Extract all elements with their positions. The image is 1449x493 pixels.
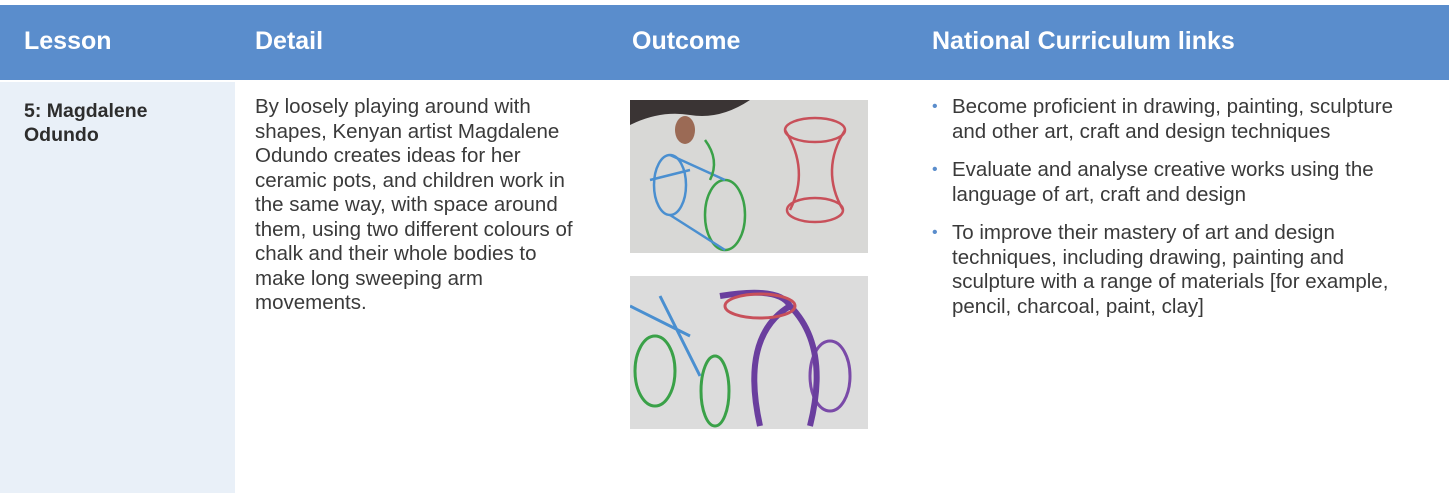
curriculum-link: Evaluate and analyse creative works usin… (930, 158, 1430, 207)
curriculum-link: To improve their mastery of art and desi… (930, 221, 1430, 319)
outcome-image (630, 276, 868, 429)
lesson-title: 5: Magdalene Odundo (24, 100, 148, 146)
lesson-column (0, 82, 235, 493)
lesson-detail: By loosely playing around with shapes, K… (255, 95, 573, 314)
table-header: Lesson Detail Outcome National Curriculu… (0, 5, 1449, 80)
header-cell: Lesson (24, 27, 112, 55)
header-cell: National Curriculum links (932, 27, 1235, 55)
header-cell: Detail (255, 27, 324, 55)
header-cell: Outcome (632, 27, 741, 55)
curriculum-links: Become proficient in drawing, painting, … (930, 95, 1430, 333)
curriculum-link: Become proficient in drawing, painting, … (930, 95, 1430, 144)
outcome-image (630, 100, 868, 253)
